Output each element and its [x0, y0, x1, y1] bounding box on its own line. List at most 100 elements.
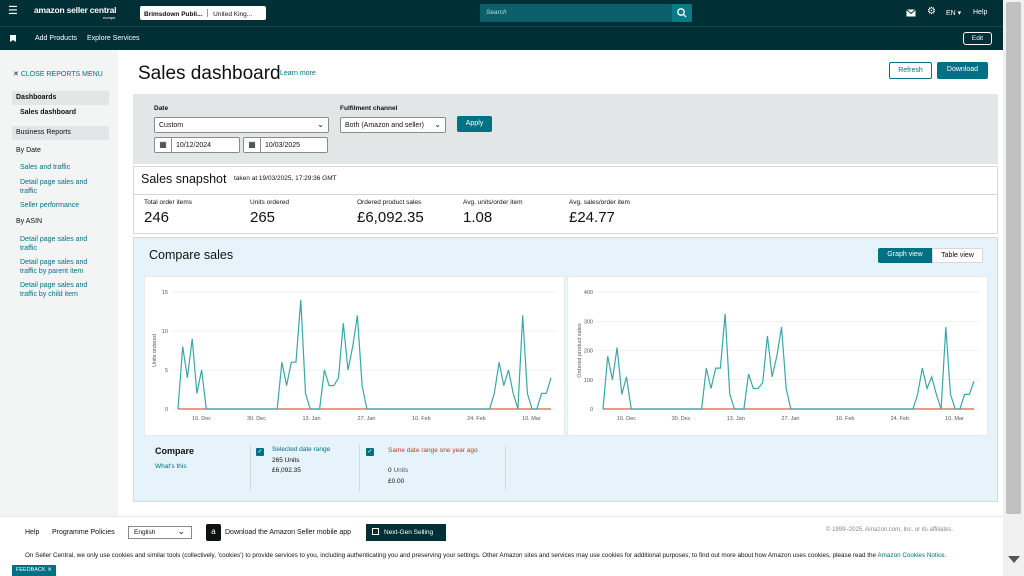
close-label: CLOSE REPORTS MENU — [20, 71, 103, 78]
page-scrollbar[interactable] — [1003, 0, 1024, 576]
gear-icon[interactable]: ⚙ — [927, 6, 936, 17]
learn-more-link[interactable]: Learn more — [280, 70, 316, 77]
logo-sub: europe — [103, 15, 116, 20]
feedback-label: FEEDBACK — [16, 567, 46, 573]
mail-icon[interactable] — [906, 9, 916, 17]
date-select-value: Custom — [159, 122, 184, 129]
ordered-sales-chart: 0 100 200 300 400 Ordered product sales 16. De… — [567, 276, 988, 436]
channel-select[interactable]: Both (Amazon and seller) ⌄ — [340, 117, 446, 133]
metric-label: Ordered product sales — [357, 199, 422, 206]
x-tick-label: 16. Dec — [192, 416, 211, 422]
x-tick-label: 10. Mar — [945, 416, 964, 422]
calendar-icon[interactable]: ▦ — [243, 137, 261, 153]
snapshot-timestamp: taken at 19/03/2025, 17:29:36 GMT — [234, 175, 337, 182]
add-products-link[interactable]: Add Products — [35, 35, 78, 42]
mobile-app-link[interactable]: Download the Amazon Seller mobile app — [225, 529, 352, 536]
bookmarks-bar: Add Products Explore Services Edit — [0, 26, 1003, 50]
x-tick-label: 16. Dec — [617, 416, 636, 422]
chevron-down-icon: ⌄ — [317, 120, 324, 129]
chart-background — [567, 276, 988, 436]
y-tick-label: 100 — [584, 378, 593, 384]
close-icon[interactable]: ✕ — [47, 567, 52, 573]
scroll-down-icon[interactable] — [1008, 556, 1020, 563]
metric-label: Units ordered — [250, 199, 290, 206]
main-content: Sales dashboard Learn more Refresh Downl… — [118, 50, 1003, 516]
by-asin-label: By ASIN — [16, 218, 43, 225]
sidebar-item-sales-dashboard[interactable]: Sales dashboard — [20, 109, 77, 116]
whats-this-link[interactable]: What's this — [155, 463, 187, 470]
y-tick-label: 10 — [162, 329, 168, 335]
sidebar-item-asin-detail[interactable]: Detail page sales and traffic — [20, 236, 88, 252]
compare-sales-title: Compare sales — [149, 248, 234, 262]
footer: Help Programme Policies English ⌄ a Downl… — [0, 516, 1003, 576]
x-tick-label: 24. Feb — [890, 416, 909, 422]
external-link-icon — [372, 528, 379, 535]
top-nav-bar: ☰ amazon seller central europe Brimsdown… — [0, 0, 1003, 26]
legend-divider — [359, 445, 360, 491]
sidebar-item-sales-traffic[interactable]: Sales and traffic — [20, 164, 71, 171]
explore-services-link[interactable]: Explore Services — [87, 35, 140, 42]
sidebar-item-asin-child[interactable]: Detail page sales and traffic by child i… — [20, 282, 88, 298]
compare-sales-panel: Compare sales Graph view Table view 0 5 10… — [133, 237, 998, 502]
language-selector[interactable]: EN ▾ — [946, 10, 962, 17]
seller-central-logo[interactable]: amazon seller central — [34, 5, 117, 15]
cookie-text: On Seller Central, we only use cookies a… — [25, 552, 877, 559]
y-tick-label: 15 — [162, 290, 168, 296]
chevron-down-icon: ⌄ — [177, 526, 185, 536]
business-reports-header[interactable]: Business Reports — [12, 126, 109, 140]
footer-language-value: English — [134, 529, 156, 536]
close-icon: ✕ — [13, 71, 19, 78]
feedback-button[interactable]: FEEDBACK ✕ — [12, 565, 56, 576]
sidebar-item-asin-parent[interactable]: Detail page sales and traffic by parent … — [20, 259, 88, 275]
metric-label: Total order items — [144, 199, 193, 206]
apply-button[interactable]: Apply — [457, 116, 492, 132]
sales-snapshot-card: Sales snapshot taken at 19/03/2025, 17:2… — [133, 166, 998, 234]
calendar-icon[interactable]: ▦ — [154, 137, 172, 153]
bookmark-icon[interactable] — [10, 35, 16, 42]
mobile-app-icon[interactable]: a — [206, 524, 221, 541]
search-icon — [677, 8, 687, 18]
date-label: Date — [154, 105, 169, 112]
x-tick-label: 10. Feb — [836, 416, 855, 422]
snapshot-metrics: Total order items 246 Units ordered 265 … — [133, 195, 998, 234]
download-button[interactable]: Download — [937, 62, 988, 79]
graph-view-button[interactable]: Graph view — [878, 248, 932, 263]
sidebar-item-detail-sales[interactable]: Detail page sales and traffic — [20, 179, 88, 195]
series-line — [602, 313, 975, 410]
store-switcher[interactable]: Brimsdown Publi... United King... — [140, 6, 266, 20]
search-button[interactable] — [672, 4, 692, 22]
table-view-button[interactable]: Table view — [932, 248, 983, 263]
legend-divider — [250, 445, 251, 491]
refresh-button[interactable]: Refresh — [889, 62, 932, 79]
cookies-notice-link[interactable]: Amazon Cookies Notice. — [877, 552, 947, 559]
close-reports-menu[interactable]: ✕ CLOSE REPORTS MENU — [13, 70, 103, 78]
menu-icon[interactable]: ☰ — [8, 5, 18, 17]
date-select[interactable]: Custom ⌄ — [154, 117, 329, 133]
y-tick-label: 400 — [584, 290, 593, 296]
selected-range-sales: £6,092.35 — [272, 467, 301, 474]
metric-label: Avg. units/order item — [463, 199, 523, 206]
start-date-field[interactable]: 10/12/2024 — [171, 137, 240, 153]
programme-policies-link[interactable]: Programme Policies — [52, 529, 115, 536]
footer-language-select[interactable]: English ⌄ — [128, 526, 192, 539]
selected-range-checkbox[interactable]: ✓ — [256, 448, 264, 456]
legend-divider — [505, 445, 506, 491]
end-date-field[interactable]: 10/03/2025 — [260, 137, 328, 153]
previous-year-checkbox[interactable]: ✓ — [366, 448, 374, 456]
edit-button[interactable]: Edit — [963, 32, 992, 45]
marketplace-name: United King... — [213, 11, 253, 18]
dashboards-header[interactable]: Dashboards — [12, 91, 109, 105]
sidebar-item-seller-performance[interactable]: Seller performance — [20, 202, 80, 209]
metric-value: 246 — [144, 209, 170, 226]
selected-range-units: 265 Units — [272, 457, 300, 464]
chart-background — [144, 276, 565, 436]
selected-range-label: Selected date range — [272, 446, 331, 453]
scroll-thumb[interactable] — [1006, 2, 1021, 514]
y-tick-label: 5 — [165, 368, 168, 374]
footer-help-link[interactable]: Help — [25, 529, 40, 536]
y-tick-label: 200 — [584, 349, 593, 355]
help-link[interactable]: Help — [973, 9, 988, 16]
search-input[interactable]: Search — [480, 4, 672, 22]
next-gen-selling-button[interactable]: Next-Gen Selling — [366, 524, 446, 541]
by-date-label: By Date — [16, 147, 41, 154]
